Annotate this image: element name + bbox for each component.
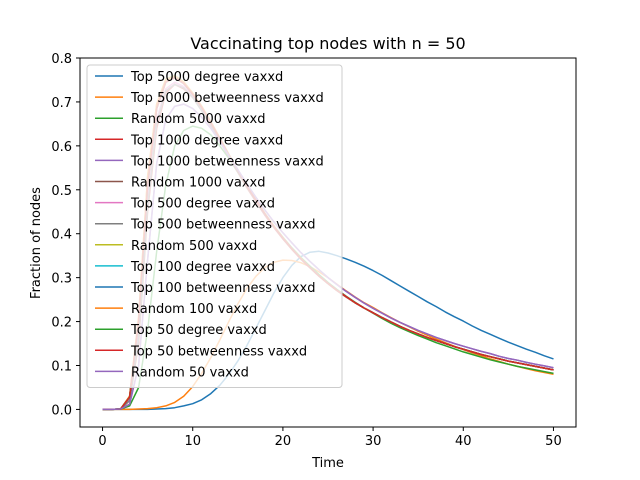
legend-label: Top 500 betweenness vaxxd <box>130 218 315 233</box>
x-tick-label: 40 <box>455 434 472 449</box>
legend-label: Top 50 degree vaxxd <box>130 323 267 338</box>
x-tick-label: 20 <box>275 434 292 449</box>
x-tick-label: 10 <box>184 434 201 449</box>
x-axis-label: Time <box>311 456 344 471</box>
y-tick-label: 0.6 <box>51 140 72 155</box>
legend-label: Random 100 vaxxd <box>131 302 257 317</box>
legend-label: Top 100 betweenness vaxxd <box>130 281 315 296</box>
y-tick-label: 0.2 <box>51 316 72 331</box>
y-tick-label: 0.0 <box>51 403 72 418</box>
legend-box <box>86 64 343 388</box>
y-tick-label: 0.8 <box>51 52 72 67</box>
y-tick-label: 0.1 <box>51 360 72 375</box>
y-axis-label: Fraction of nodes <box>29 187 44 299</box>
y-tick-label: 0.7 <box>51 96 72 111</box>
chart-title: Vaccinating top nodes with n = 50 <box>190 34 465 53</box>
x-axis: 0 10 20 30 40 50 <box>98 427 562 449</box>
legend-label: Top 1000 betweenness vaxxd <box>130 154 324 169</box>
legend-label: Top 50 betweenness vaxxd <box>130 344 307 359</box>
legend-label: Top 5000 degree vaxxd <box>130 70 283 85</box>
legend-label: Random 50 vaxxd <box>131 365 249 380</box>
x-tick-label: 30 <box>365 434 382 449</box>
legend-label: Random 500 vaxxd <box>131 239 257 254</box>
legend-label: Top 1000 degree vaxxd <box>130 133 283 148</box>
legend-label: Random 5000 vaxxd <box>131 112 265 127</box>
axes-frame <box>79 57 577 428</box>
y-axis: 0.0 0.1 0.2 0.3 0.4 0.5 0.6 0.7 0.8 <box>51 52 80 418</box>
x-tick-label: 0 <box>98 434 106 449</box>
y-tick-label: 0.4 <box>51 228 72 243</box>
legend-label: Top 100 degree vaxxd <box>130 260 275 275</box>
legend-label: Random 1000 vaxxd <box>131 176 265 191</box>
legend: Top 5000 degree vaxxd Top 5000 betweennes… <box>86 64 343 388</box>
y-tick-label: 0.3 <box>51 272 72 287</box>
x-tick-label: 50 <box>545 434 562 449</box>
y-tick-label: 0.5 <box>51 184 72 199</box>
legend-label: Top 5000 betweenness vaxxd <box>130 91 324 106</box>
legend-label: Top 500 degree vaxxd <box>130 197 275 212</box>
